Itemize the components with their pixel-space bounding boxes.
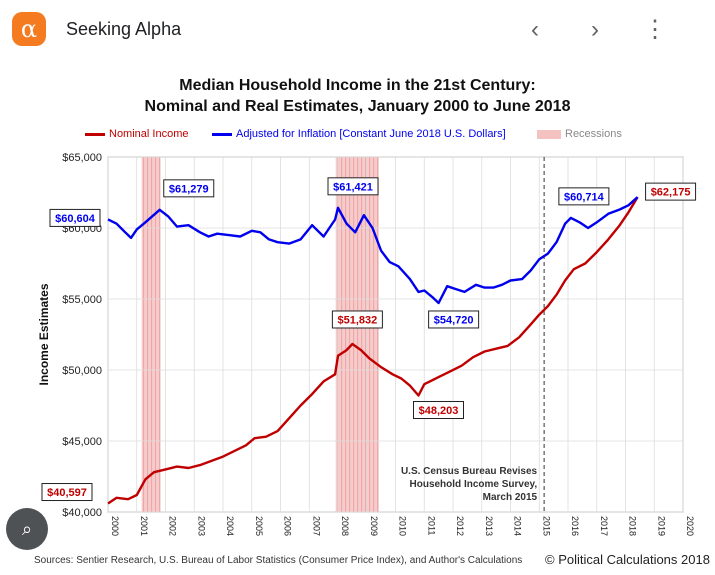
data-label-real: $61,421 [333, 181, 373, 193]
y-tick-label: $55,000 [62, 294, 102, 306]
back-arrow-icon[interactable]: ‹ [531, 16, 539, 43]
revision-marker-label: March 2015 [483, 492, 538, 503]
chart-title: Median Household Income in the 21st Cent… [0, 75, 715, 117]
recession-band-2 [335, 157, 379, 512]
more-menu-icon[interactable]: ⋮ [643, 16, 667, 43]
data-label-box-nominal [413, 401, 464, 420]
x-tick-label: 2020 [685, 516, 695, 536]
x-tick-label: 2006 [283, 516, 293, 536]
source-note: Sources: Sentier Research, U.S. Bureau o… [34, 555, 523, 566]
data-label-real: $60,604 [55, 213, 96, 225]
data-label-box-nominal [645, 182, 697, 201]
x-tick-label: 2003 [196, 516, 206, 536]
x-tick-label: 2008 [340, 516, 350, 536]
legend-recessions-swatch [537, 129, 561, 139]
x-tick-label: 2009 [369, 516, 379, 536]
browser-header: α Seeking Alpha ‹ › ⋮ [0, 0, 715, 60]
y-tick-label: $45,000 [62, 436, 102, 448]
site-name[interactable]: Seeking Alpha [66, 19, 182, 39]
x-tick-label: 2002 [168, 516, 178, 536]
x-tick-label: 2015 [541, 516, 551, 536]
forward-arrow-icon[interactable]: › [591, 16, 599, 43]
x-tick-label: 2010 [398, 516, 408, 536]
data-label-real: $54,720 [434, 314, 474, 326]
revision-marker-label: U.S. Census Bureau Revises [401, 466, 538, 477]
y-tick-label: $40,000 [62, 507, 102, 519]
legend-nominal-swatch [85, 132, 105, 136]
seeking-alpha-logo[interactable]: α [12, 12, 46, 46]
x-tick-label: 2005 [254, 516, 264, 536]
data-label-box-real [163, 179, 215, 198]
x-tick-label: 2018 [628, 516, 638, 536]
x-tick-label: 2019 [656, 516, 666, 536]
data-label-box-nominal [41, 483, 93, 502]
legend-nominal: Nominal Income [85, 126, 188, 142]
chart-image: Median Household Income in the 21st Cent… [0, 60, 715, 575]
data-label-box-real [327, 177, 379, 196]
series-nominal-line [107, 196, 639, 505]
x-tick-label: 2014 [513, 516, 523, 536]
revision-marker-label: Household Income Survey, [410, 479, 538, 490]
data-label-box-nominal [331, 310, 383, 329]
data-label-nominal: $40,597 [47, 487, 87, 499]
data-label-box-real [49, 208, 101, 227]
chart-title-line-2: Nominal and Real Estimates, January 2000… [144, 98, 571, 115]
google-lens-button[interactable]: ⌕ [6, 508, 48, 550]
series-real-line [107, 196, 639, 305]
legend-real: Adjusted for Inflation [Constant June 20… [212, 126, 506, 142]
data-label-real: $61,279 [169, 183, 209, 195]
lens-icon: ⌕ [21, 519, 33, 539]
line-chart: $40,000$45,000$50,000$55,000$60,000$65,0… [37, 152, 697, 536]
y-tick-label: $50,000 [62, 365, 102, 377]
data-label-nominal: $48,203 [419, 405, 459, 417]
x-tick-label: 2000 [110, 516, 120, 536]
legend-real-swatch [212, 132, 232, 136]
legend-recessions: Recessions [537, 126, 622, 142]
legend-recessions-label: Recessions [565, 128, 622, 140]
copyright-note: © Political Calculations 2018 [545, 552, 710, 567]
legend-nominal-label: Nominal Income [109, 128, 189, 140]
data-label-nominal: $62,175 [651, 187, 691, 199]
x-tick-label: 2012 [455, 516, 465, 536]
data-label-box-real [428, 310, 480, 329]
data-label-nominal: $51,832 [337, 314, 377, 326]
chart-title-line-1: Median Household Income in the 21st Cent… [179, 77, 536, 94]
y-axis-label: Income Estimates [37, 283, 51, 385]
data-label-box-real [558, 187, 610, 206]
x-tick-label: 2004 [225, 516, 235, 536]
x-tick-label: 2016 [570, 516, 580, 536]
x-tick-label: 2001 [139, 516, 149, 536]
x-tick-label: 2013 [484, 516, 494, 536]
x-tick-label: 2011 [426, 516, 436, 535]
y-tick-label: $65,000 [62, 152, 102, 164]
x-tick-label: 2017 [599, 516, 609, 536]
data-label-real: $60,714 [564, 191, 605, 203]
x-tick-label: 2007 [311, 516, 321, 536]
legend-real-label: Adjusted for Inflation [Constant June 20… [236, 128, 506, 140]
